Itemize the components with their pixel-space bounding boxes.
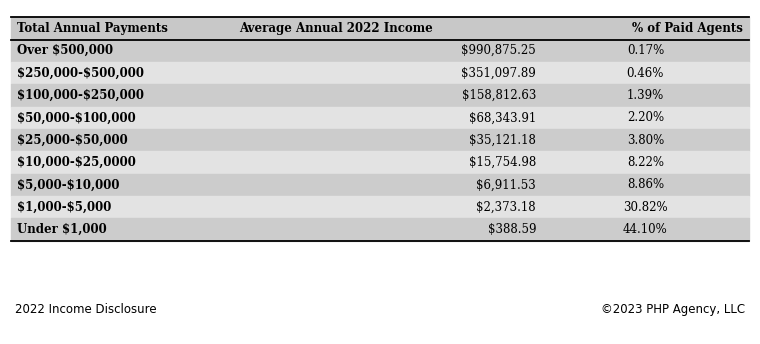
Text: Over \$500,000: Over \$500,000: [17, 44, 113, 57]
Text: 1.39%: 1.39%: [627, 89, 664, 102]
Bar: [11, 84, 749, 107]
Text: \$25,000-\$50,000: \$25,000-\$50,000: [17, 134, 128, 147]
Text: \$15,754.98: \$15,754.98: [469, 156, 536, 169]
Text: \$250,000-\$500,000: \$250,000-\$500,000: [17, 67, 144, 79]
Text: \$990,875.25: \$990,875.25: [461, 44, 536, 57]
Bar: [11, 174, 749, 196]
Text: Total Annual Payments: Total Annual Payments: [17, 22, 169, 35]
Text: \$100,000-\$250,000: \$100,000-\$250,000: [17, 89, 144, 102]
Text: \$50,000-\$100,000: \$50,000-\$100,000: [17, 111, 136, 124]
Text: 0.46%: 0.46%: [627, 67, 664, 79]
Text: \$35,121.18: \$35,121.18: [469, 134, 536, 147]
Bar: [11, 17, 749, 40]
Text: \$6,911.53: \$6,911.53: [477, 179, 536, 191]
Text: Under \$1,000: Under \$1,000: [17, 223, 107, 236]
Bar: [11, 40, 749, 62]
Text: \$2,373.18: \$2,373.18: [477, 201, 536, 214]
Text: \$68,343.91: \$68,343.91: [469, 111, 536, 124]
Text: 0.17%: 0.17%: [627, 44, 664, 57]
Text: Average Annual 2022 Income: Average Annual 2022 Income: [239, 22, 432, 35]
Text: 44.10%: 44.10%: [623, 223, 668, 236]
Bar: [11, 129, 749, 151]
Text: \$5,000-\$10,000: \$5,000-\$10,000: [17, 179, 120, 191]
Text: 8.22%: 8.22%: [627, 156, 664, 169]
Text: 2022 Income Disclosure: 2022 Income Disclosure: [15, 303, 157, 316]
Text: 2.20%: 2.20%: [627, 111, 664, 124]
Bar: [11, 62, 749, 84]
Text: 3.80%: 3.80%: [627, 134, 664, 147]
Bar: [11, 151, 749, 174]
Text: \$158,812.63: \$158,812.63: [462, 89, 536, 102]
Text: \$1,000-\$5,000: \$1,000-\$5,000: [17, 201, 112, 214]
Text: \$388.59: \$388.59: [488, 223, 536, 236]
Text: \$10,000-\$25,0000: \$10,000-\$25,0000: [17, 156, 136, 169]
Bar: [11, 196, 749, 218]
Text: % of Paid Agents: % of Paid Agents: [632, 22, 743, 35]
Bar: [11, 107, 749, 129]
Text: ©2023 PHP Agency, LLC: ©2023 PHP Agency, LLC: [600, 303, 745, 316]
Text: \$351,097.89: \$351,097.89: [461, 67, 536, 79]
Bar: [11, 218, 749, 241]
Text: 8.86%: 8.86%: [627, 179, 664, 191]
Text: 30.82%: 30.82%: [623, 201, 668, 214]
